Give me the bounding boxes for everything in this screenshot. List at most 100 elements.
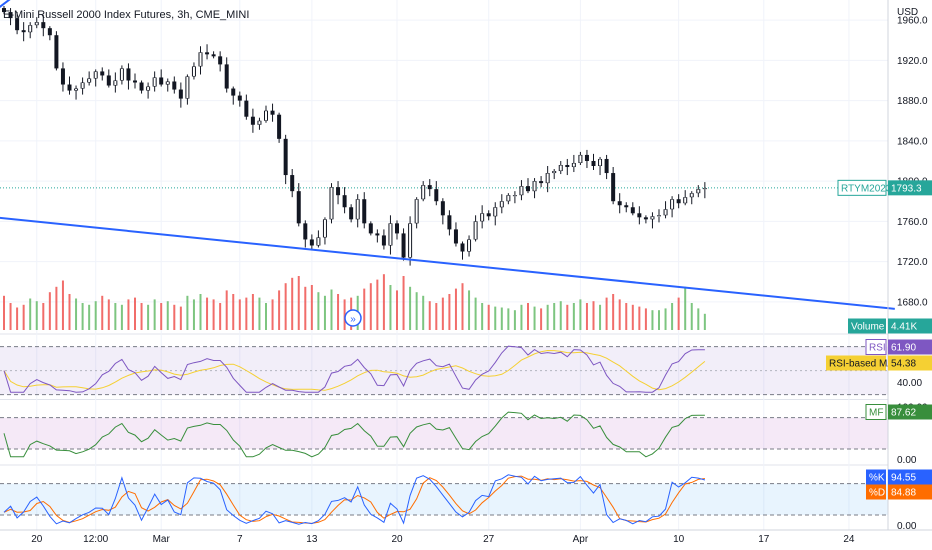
candle[interactable] [67, 76, 72, 95]
candle[interactable] [539, 176, 544, 188]
candle[interactable] [414, 197, 419, 229]
candle[interactable] [506, 193, 511, 205]
candle[interactable] [453, 222, 458, 247]
candle[interactable] [231, 86, 236, 105]
candle[interactable] [375, 229, 380, 243]
candle[interactable] [159, 69, 164, 87]
candle[interactable] [21, 22, 26, 42]
candle[interactable] [8, 8, 13, 26]
candle[interactable] [34, 17, 39, 29]
candle[interactable] [336, 181, 341, 205]
candle[interactable] [342, 187, 347, 214]
candle[interactable] [696, 185, 701, 198]
candle[interactable] [493, 202, 498, 226]
candle[interactable] [185, 74, 190, 105]
candle[interactable] [617, 193, 622, 214]
candle[interactable] [54, 31, 59, 71]
candle[interactable] [440, 198, 445, 225]
candle[interactable] [473, 215, 478, 242]
candle[interactable] [74, 85, 79, 100]
candle[interactable] [689, 191, 694, 205]
candle[interactable] [178, 82, 183, 108]
candle[interactable] [591, 153, 596, 171]
candle[interactable] [650, 212, 655, 229]
candle[interactable] [198, 46, 203, 75]
candle[interactable] [113, 72, 118, 93]
candle[interactable] [191, 62, 196, 80]
candle[interactable] [146, 82, 151, 99]
candle[interactable] [486, 210, 491, 221]
candle[interactable] [395, 220, 399, 240]
candle[interactable] [133, 73, 137, 89]
candle[interactable] [427, 179, 432, 197]
candle[interactable] [303, 220, 308, 248]
candle[interactable] [244, 94, 249, 120]
candle[interactable] [257, 117, 262, 130]
candle[interactable] [676, 194, 681, 209]
candle[interactable] [93, 69, 98, 87]
candle[interactable] [512, 191, 517, 204]
candle[interactable] [264, 105, 268, 123]
candle[interactable] [224, 57, 229, 93]
candle[interactable] [322, 217, 327, 245]
candle[interactable] [355, 194, 360, 228]
candle[interactable] [480, 205, 485, 229]
candle[interactable] [467, 235, 472, 257]
candle[interactable] [126, 63, 131, 90]
candle[interactable] [630, 202, 635, 216]
candle[interactable] [218, 51, 223, 72]
candle[interactable] [100, 67, 105, 81]
candles[interactable] [2, 6, 707, 266]
candle[interactable] [329, 183, 334, 224]
candle[interactable] [47, 26, 52, 41]
candle[interactable] [349, 204, 354, 223]
candle[interactable] [60, 62, 65, 92]
candle[interactable] [152, 71, 157, 92]
candle[interactable] [526, 178, 530, 194]
trendlines[interactable] [0, 0, 895, 310]
candle[interactable] [211, 51, 216, 59]
candle[interactable] [578, 151, 583, 165]
candle[interactable] [408, 216, 413, 266]
candle[interactable] [643, 215, 648, 224]
candle[interactable] [290, 169, 295, 198]
candle[interactable] [309, 234, 314, 251]
candle[interactable] [460, 241, 465, 260]
candle[interactable] [637, 206, 642, 225]
candle[interactable] [447, 210, 452, 236]
candle[interactable] [598, 156, 603, 176]
candle[interactable] [434, 181, 439, 206]
candle[interactable] [296, 183, 301, 227]
trendline[interactable] [0, 216, 895, 310]
candle[interactable] [565, 158, 570, 176]
candle[interactable] [519, 180, 524, 201]
candle[interactable] [80, 77, 85, 95]
candle[interactable] [15, 12, 20, 35]
candle[interactable] [624, 202, 629, 213]
candle[interactable] [368, 221, 373, 236]
candle[interactable] [283, 134, 288, 185]
candle[interactable] [270, 103, 275, 122]
candle[interactable] [362, 192, 367, 229]
candle[interactable] [106, 69, 111, 88]
candle[interactable] [388, 215, 393, 255]
candle[interactable] [584, 149, 589, 169]
candle[interactable] [611, 167, 616, 205]
candle[interactable] [172, 76, 177, 94]
replay-marker[interactable]: » [344, 309, 362, 327]
candle[interactable] [119, 65, 124, 85]
candle[interactable] [401, 228, 406, 261]
candle[interactable] [87, 71, 92, 86]
candle[interactable] [2, 6, 6, 15]
candle[interactable] [702, 182, 707, 199]
candle[interactable] [604, 154, 609, 180]
candle[interactable] [165, 78, 170, 92]
candle[interactable] [237, 91, 242, 107]
candle[interactable] [381, 229, 386, 250]
candle[interactable] [316, 230, 321, 248]
candle[interactable] [139, 80, 144, 94]
candle[interactable] [657, 209, 661, 223]
candle[interactable] [545, 166, 550, 193]
candle[interactable] [499, 194, 504, 214]
